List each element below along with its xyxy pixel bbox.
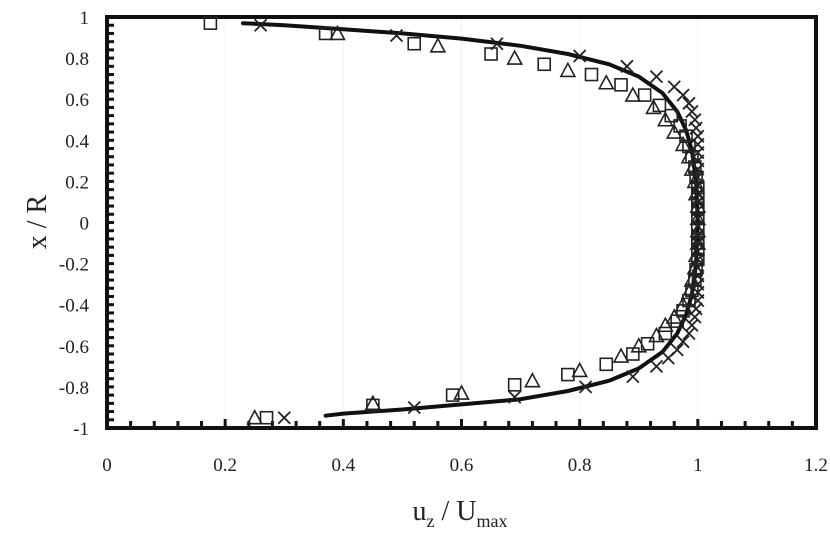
triangle-marker [645, 98, 662, 115]
triangle-marker [364, 394, 382, 411]
square-marker [561, 367, 575, 382]
cross-marker [490, 37, 504, 51]
y-tick-label: 0.6 [65, 90, 89, 111]
triangle-marker [630, 337, 648, 353]
cross-marker [682, 96, 696, 110]
cross-marker [676, 88, 690, 102]
triangle-marker [674, 135, 692, 152]
square-marker [664, 108, 679, 123]
triangle-marker [524, 372, 541, 388]
x-tick-label: 0 [102, 455, 112, 476]
cross-marker [689, 121, 703, 135]
cross-marker [685, 104, 699, 119]
triangle-marker [665, 308, 683, 324]
cross-marker [578, 380, 593, 394]
square-marker [614, 78, 628, 92]
triangle-marker [665, 123, 683, 139]
triangle-marker [559, 61, 577, 78]
y-tick-label: 0.4 [65, 131, 89, 152]
triangle-marker [689, 234, 707, 250]
cross-marker [389, 28, 404, 43]
triangle-marker [656, 316, 674, 333]
triangle-marker [597, 74, 615, 90]
cross-marker [676, 335, 690, 349]
triangle-marker [612, 347, 630, 363]
triangle-marker [680, 283, 698, 300]
square-marker [652, 98, 667, 113]
x-axis-tick-labels: 0 0.2 0.4 0.6 0.8 1 1.2 [102, 455, 828, 476]
x-axis-title: uz / Umax [413, 496, 508, 531]
x-tick-label: 1.2 [804, 455, 828, 476]
cross-marker [253, 18, 268, 32]
cross-marker [649, 359, 664, 373]
x-tick-label: 0.8 [568, 455, 592, 476]
square-marker [203, 16, 218, 30]
triangle-marker [624, 86, 642, 102]
square-marker [626, 347, 640, 361]
triangle-marker [506, 49, 524, 65]
square-marker [691, 191, 705, 205]
y-tick-label: -0.6 [59, 337, 89, 358]
y-tick-label: -0.8 [59, 378, 89, 399]
triangle-marker [674, 296, 692, 312]
x-tick-label: 0.2 [213, 455, 237, 476]
y-tick-label: 1 [80, 8, 90, 29]
triangle-marker [246, 409, 264, 425]
cross-marker [649, 69, 664, 84]
square-marker [637, 88, 652, 102]
triangle-marker [453, 384, 470, 400]
y-tick-label: 0.2 [65, 172, 89, 193]
triangle-marker [656, 111, 674, 127]
cross-marker [620, 59, 634, 73]
cross-marker [691, 293, 705, 308]
y-axis-tick-labels: 1 0.8 0.6 0.4 0.2 0 -0.2 -0.4 -0.6 -0.8 -1 [59, 8, 90, 440]
fit-curve [240, 21, 700, 418]
y-axis-minor-ticks [107, 15, 114, 430]
y-axis-title: x / R [22, 194, 53, 249]
series-curve-line [240, 21, 700, 418]
square-marker [599, 357, 614, 372]
square-marker [584, 67, 599, 82]
square-marker [445, 388, 460, 402]
square-marker [366, 398, 380, 413]
cross-marker [626, 369, 640, 384]
cross-marker [277, 411, 291, 425]
triangle-marker [648, 326, 665, 343]
square-marker [537, 57, 552, 72]
x-axis-minor-ticks [105, 419, 818, 428]
square-marker [507, 378, 522, 392]
cross-marker [661, 351, 675, 365]
y-tick-label: -1 [73, 419, 89, 440]
square-marker [259, 410, 274, 425]
cross-marker [685, 318, 699, 332]
cross-marker [682, 326, 696, 341]
square-marker [691, 232, 705, 246]
cross-marker [688, 310, 702, 324]
series-triangle-markers [246, 24, 707, 425]
triangle-marker [429, 37, 447, 53]
x-tick-label: 1 [693, 455, 703, 476]
y-tick-label: 0 [80, 214, 90, 235]
y-tick-label: -0.2 [59, 255, 89, 276]
triangle-marker [571, 361, 589, 378]
cross-marker [573, 49, 587, 63]
cross-marker [407, 400, 421, 415]
series-cross-markers [253, 18, 705, 425]
y-tick-label: 0.8 [65, 49, 89, 70]
x-tick-label: 0.4 [331, 455, 355, 476]
x-tick-label: 0.6 [450, 455, 474, 476]
y-tick-label: -0.4 [59, 296, 90, 317]
square-marker [484, 47, 498, 61]
cross-marker [508, 390, 522, 404]
square-marker [318, 26, 333, 41]
square-marker [407, 36, 422, 51]
triangle-marker [329, 24, 346, 41]
